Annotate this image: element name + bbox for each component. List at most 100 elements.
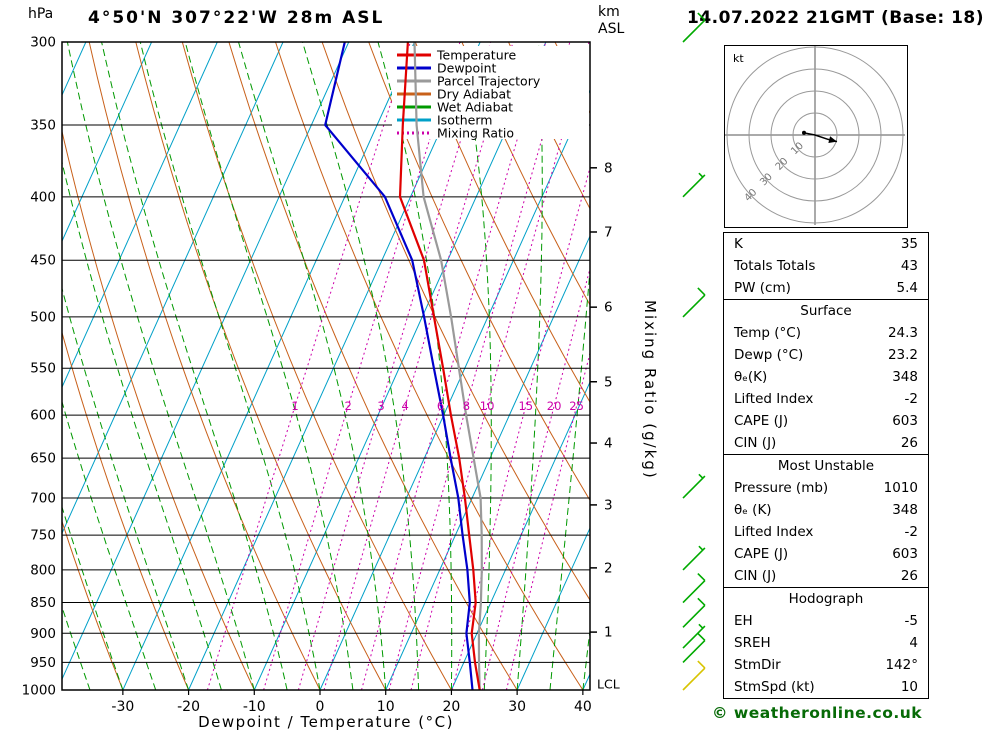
table-row: CIN (J) 26: [724, 565, 928, 587]
wind-barb: [682, 597, 706, 628]
index-tables: K 35 Totals Totals 43 PW (cm) 5.4 Surface Temp …: [723, 232, 929, 699]
hodo-ring: [748, 68, 882, 202]
km-mark-label: 8: [604, 160, 613, 176]
wind-barb: [682, 623, 706, 649]
wind-barb: [682, 287, 706, 318]
hodo-ring: [726, 46, 904, 224]
table-row: Totals Totals 43: [724, 255, 928, 277]
km-mark-label: 1: [604, 625, 613, 641]
table-row: SREH 4: [724, 632, 928, 654]
legend-label: Parcel Trajectory: [437, 74, 541, 89]
table-row: StmSpd (kt) 10: [724, 676, 928, 698]
pressure-tick-labels: 300 350 400 450 500 550 600 650 700 750 800 850 900 9…: [22, 35, 56, 699]
table-title: Hodograph: [788, 591, 864, 607]
page-title: 4°50'N 307°22'W 28m ASL: [88, 8, 385, 28]
row-value: -2: [904, 524, 918, 540]
table-row: CIN (J) 26: [724, 432, 928, 454]
pressure-tick-label: 650: [30, 451, 56, 467]
table-row: CAPE (J) 603: [724, 543, 928, 565]
pressure-tick-label: 300: [30, 35, 56, 51]
mixing-ratio-label: 10: [480, 399, 495, 413]
mixing-ratio-label: 3: [377, 399, 384, 413]
table-row: Dewp (°C) 23.2: [724, 344, 928, 366]
km-asl-marks: 8 7 6 5 4 3 2 1 LCL: [590, 160, 620, 692]
pressure-tick-label: 750: [30, 528, 56, 544]
x-tick-label: -10: [243, 699, 266, 715]
km-mark-label: 6: [604, 300, 613, 316]
x-axis-title: Dewpoint / Temperature (°C): [198, 713, 454, 731]
legend-label: Dewpoint: [437, 61, 497, 76]
row-value: 43: [900, 258, 918, 274]
table-row: StmDir 142°: [724, 654, 928, 676]
row-label: PW (cm): [734, 280, 791, 296]
hodo-ring: [792, 112, 838, 158]
table-title: Most Unstable: [777, 458, 875, 474]
row-label: StmDir: [734, 657, 781, 673]
row-value: 142°: [885, 657, 918, 673]
table-row: Lifted Index -2: [724, 388, 928, 410]
wind-barb: [682, 632, 706, 663]
km-label: km: [598, 4, 620, 20]
wind-barbs: [682, 12, 706, 691]
pressure-tick-label: 400: [30, 189, 56, 205]
x-tick-label: -20: [177, 699, 200, 715]
isotherms: [62, 42, 590, 690]
pressure-tick-label: 600: [30, 408, 56, 424]
legend-label: Isotherm: [437, 113, 492, 128]
km-mark-label: 7: [604, 224, 613, 240]
pressure-tick-label: 800: [30, 562, 56, 578]
km-mark-label: 5: [604, 374, 613, 390]
wind-barb: [682, 545, 706, 571]
km-mark-label: 3: [604, 497, 613, 513]
row-value: 24.3: [887, 325, 918, 341]
row-label: Lifted Index: [734, 524, 814, 540]
hodo-ring: [770, 90, 860, 180]
row-label: Pressure (mb): [734, 480, 829, 496]
sounding-curves: [324, 42, 483, 690]
mixing-ratio-labels: 1 2 3 4 6 8 10 15 20 25: [291, 399, 584, 413]
mixing-ratio-label: 20: [547, 399, 562, 413]
wet-adiabats: [62, 42, 590, 690]
dewpoint-curve: [324, 42, 474, 690]
mixing-ratio-label: 4: [402, 399, 409, 413]
mixing-ratio-label: 25: [569, 399, 584, 413]
parcel-trajectory-curve: [413, 42, 483, 690]
data-table: K 35 Totals Totals 43 PW (cm) 5.4: [723, 232, 929, 300]
data-table: Surface Temp (°C) 24.3 Dewp (°C) 23.2 θₑ(K) 34…: [723, 299, 929, 455]
pressure-tick-label: 900: [30, 626, 56, 642]
row-value: 1010: [883, 480, 918, 496]
row-label: Lifted Index: [734, 391, 814, 407]
row-label: Temp (°C): [734, 325, 801, 341]
row-value: 603: [892, 546, 918, 562]
table-row: Lifted Index -2: [724, 521, 928, 543]
pressure-tick-label: 500: [30, 309, 56, 325]
row-label: EH: [734, 613, 753, 629]
mixing-ratio-label: 6: [437, 399, 444, 413]
legend-label: Mixing Ratio: [437, 126, 514, 141]
row-value: -2: [904, 391, 918, 407]
mixing-ratio-label: 2: [345, 399, 352, 413]
row-label: StmSpd (kt): [734, 679, 815, 695]
copyright: © weatheronline.co.uk: [712, 704, 923, 722]
row-value: 26: [900, 435, 918, 451]
mixing-ratio-label: 8: [463, 399, 470, 413]
x-tick-label: -30: [111, 699, 134, 715]
hodo-unit-label: kt: [733, 52, 744, 65]
wind-barb: [682, 473, 706, 499]
pressure-tick-label: 350: [30, 117, 56, 133]
row-value: 23.2: [887, 347, 918, 363]
row-value: 26: [900, 568, 918, 584]
x-tick-label: 30: [508, 699, 526, 715]
pressure-tick-label: 700: [30, 491, 56, 507]
row-label: CAPE (J): [734, 546, 789, 562]
x-tick-label: 40: [574, 699, 592, 715]
row-value: 5.4: [896, 280, 918, 296]
pressure-unit-label: hPa: [28, 6, 54, 22]
wind-barb: [682, 172, 706, 198]
table-row: CAPE (J) 603: [724, 410, 928, 432]
legend-label: Wet Adiabat: [437, 100, 513, 115]
x-tick-label: 20: [443, 699, 461, 715]
